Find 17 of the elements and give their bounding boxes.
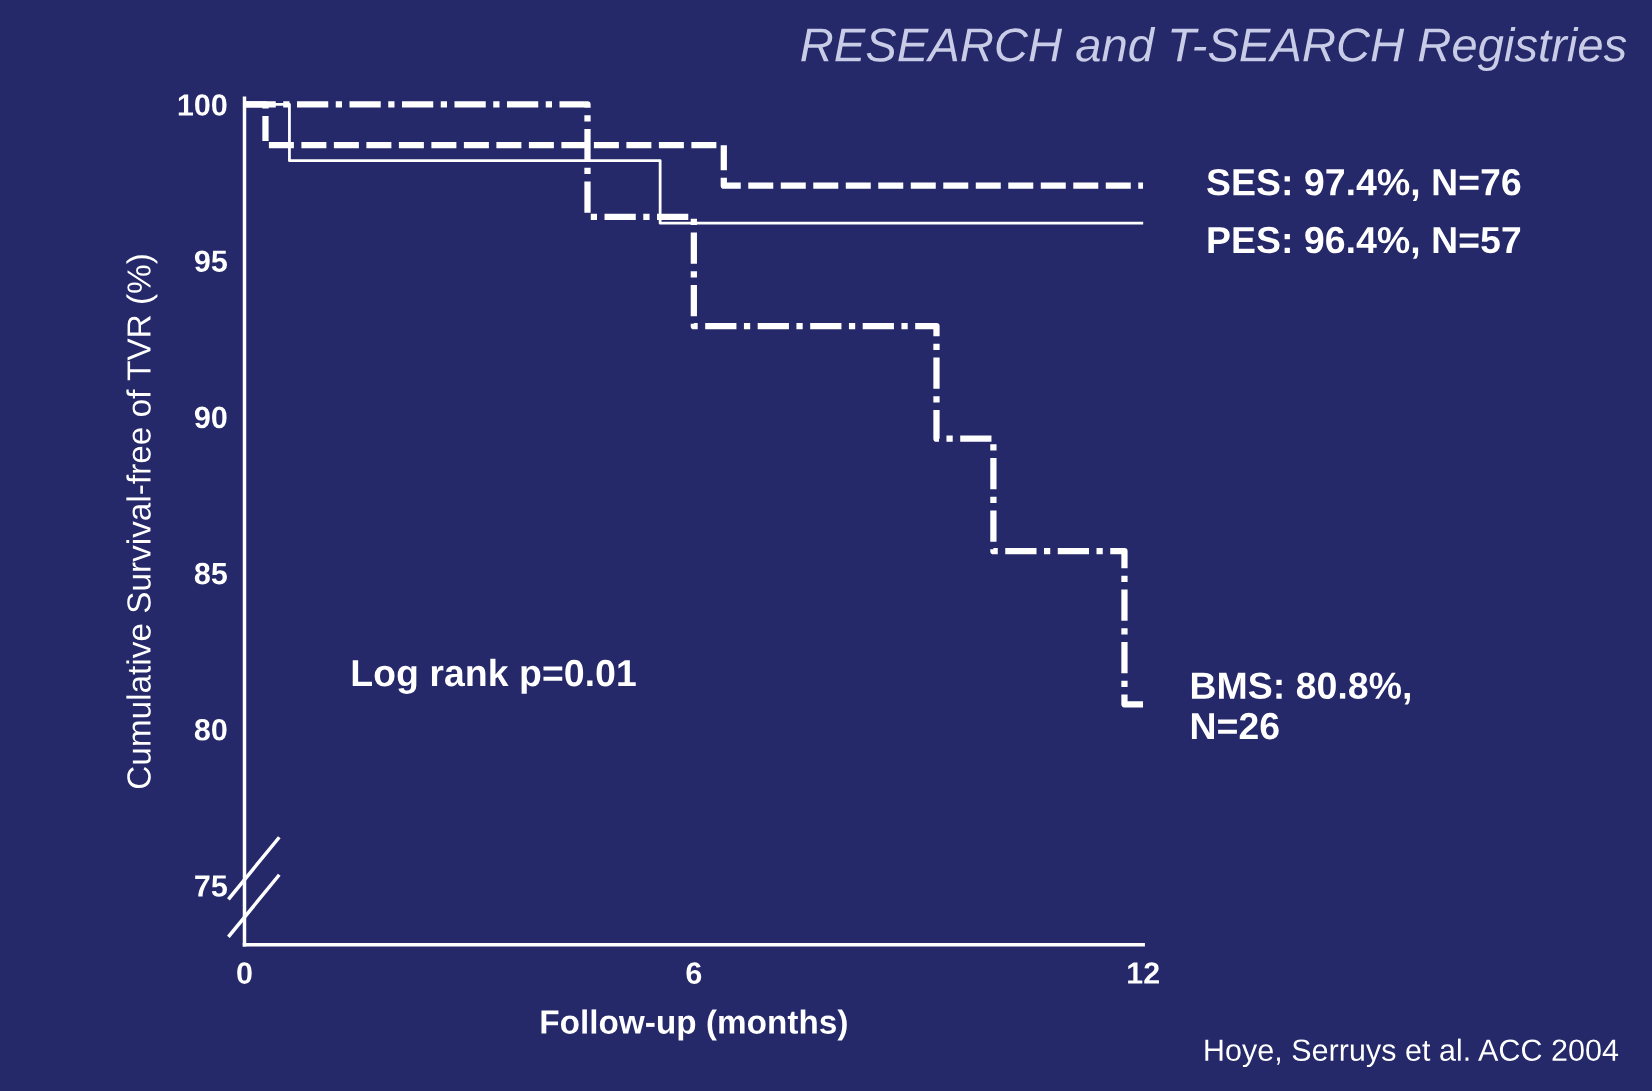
text: PES: 96.4%, N=57 [1208,226,1521,259]
y-tick-label: 75 [195,875,227,897]
y-tick-label: 100 [178,94,227,116]
y-tick-label: 85 [194,562,227,585]
x-tick-label: 6 [686,962,702,984]
text: Hoye, Serruys et al. ACC 2004 [1205,1038,1619,1068]
annotation: Log rank p=0.01 [352,658,636,694]
chart-title: RESEARCH and T-SEARCH Registries [801,27,1627,72]
y-tick-label: 95 [194,250,227,273]
x-tick-label: 12 [1128,962,1159,984]
x-axis-title: Follow-up (months) [541,1009,847,1041]
y-tick-label: 80 [194,718,227,741]
y-axis-title: Cumulative Survival-free of TVR (%) [126,255,158,789]
text: SES: 97.4%, N=76 [1207,168,1521,201]
text: BMS: 80.8%, N=26 [1191,672,1410,740]
y-tick-label: 90 [194,406,227,429]
x-tick-label: 0 [237,962,252,984]
